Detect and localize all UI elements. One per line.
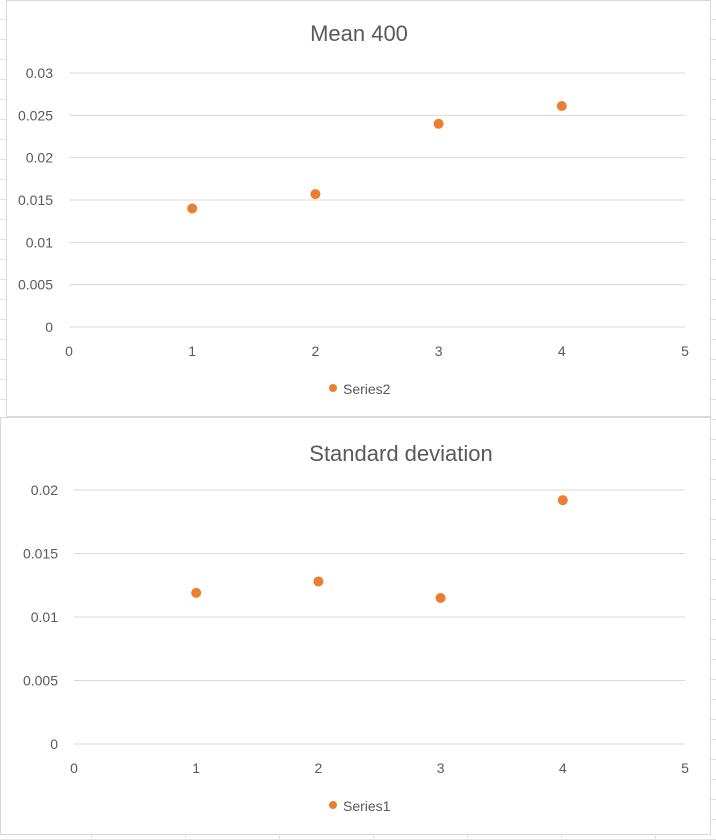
- x-tick-label: 5: [681, 343, 689, 359]
- data-point[interactable]: [435, 592, 446, 603]
- x-tick-label: 4: [559, 760, 567, 776]
- chart-mean-400[interactable]: Mean 400 0 0.005 0.01 0.015 0.02 0.025 0.03 0 1 2 3…: [6, 0, 711, 417]
- chart-standard-deviation[interactable]: Standard deviation 0 0.005 0.01 0.015 0.02 0 1 2…: [0, 417, 711, 835]
- y-tick-label: 0: [45, 319, 53, 335]
- chart-title: Standard deviation: [309, 441, 492, 466]
- y-tick-label: 0.01: [26, 234, 53, 250]
- y-tick-label: 0.005: [18, 277, 53, 293]
- x-tick-label: 2: [315, 760, 323, 776]
- x-tick-label: 3: [435, 343, 443, 359]
- legend-label: Series1: [343, 798, 391, 814]
- x-tick-label: 1: [188, 343, 196, 359]
- y-tick-label: 0.015: [18, 192, 53, 208]
- data-point[interactable]: [310, 189, 321, 200]
- y-tick-label: 0.02: [26, 150, 53, 166]
- x-tick-label: 0: [70, 760, 78, 776]
- x-tick-label: 4: [558, 343, 566, 359]
- data-point[interactable]: [556, 101, 567, 112]
- x-tick-label: 3: [437, 760, 445, 776]
- y-tick-label: 0.03: [26, 65, 53, 81]
- x-tick-label: 5: [681, 760, 689, 776]
- y-tick-label: 0.01: [31, 609, 58, 625]
- y-tick-label: 0.005: [23, 673, 58, 689]
- data-point[interactable]: [313, 576, 324, 587]
- y-tick-label: 0.025: [18, 107, 53, 123]
- chart-standard-deviation-svg: Standard deviation 0 0.005 0.01 0.015 0.02 0 1 2…: [23, 441, 689, 814]
- data-point[interactable]: [191, 587, 202, 598]
- legend-marker: [329, 384, 337, 392]
- chart-title: Mean 400: [310, 21, 408, 46]
- legend-marker: [329, 801, 337, 809]
- y-tick-label: 0: [50, 736, 58, 752]
- chart-mean-400-svg: Mean 400 0 0.005 0.01 0.015 0.02 0.025 0.03 0 1 2 3…: [18, 21, 689, 397]
- y-tick-label: 0.015: [23, 546, 58, 562]
- x-tick-label: 2: [312, 343, 320, 359]
- x-tick-label: 0: [65, 343, 73, 359]
- data-point[interactable]: [557, 495, 568, 506]
- data-point[interactable]: [187, 203, 198, 214]
- x-tick-label: 1: [192, 760, 200, 776]
- data-point[interactable]: [433, 118, 444, 129]
- y-tick-label: 0.02: [31, 482, 58, 498]
- legend-label: Series2: [343, 381, 391, 397]
